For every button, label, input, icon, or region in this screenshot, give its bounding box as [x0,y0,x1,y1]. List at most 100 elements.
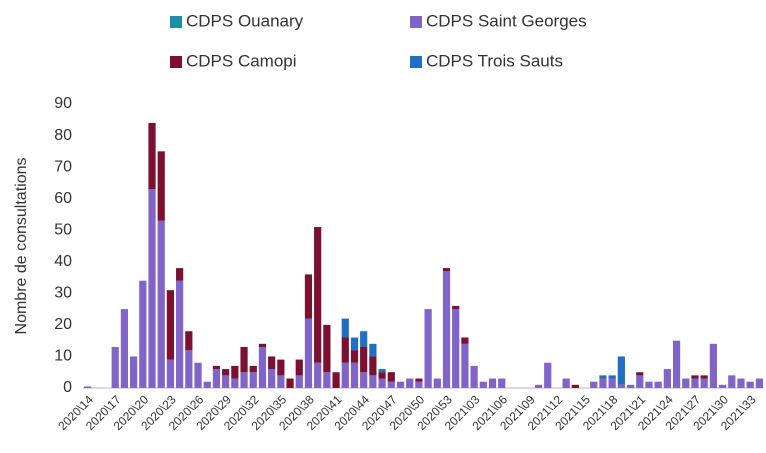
bar-segment [424,309,432,388]
bar-segment [452,305,460,310]
y-tick-label: 10 [54,348,72,365]
bar-segment [268,369,276,388]
bar-segment [194,362,202,388]
bar-segment [360,331,368,347]
bar-segment [387,372,395,382]
bar-segment [277,359,285,376]
bar-segment [636,375,644,388]
bar-segment [111,346,119,388]
bar-segment [645,381,653,388]
bar-segment [295,375,303,388]
bar-segment [746,381,754,388]
bar-segment [350,337,359,351]
bar-segment [479,381,487,388]
bar-segment [709,343,717,388]
bar-segment [452,309,460,388]
bar-segment [222,369,230,376]
y-tick-label: 60 [54,190,72,207]
y-tick-label: 70 [54,158,72,175]
legend-label: CDPS Ouanary [186,11,304,30]
bar-segment [599,378,607,388]
bar-segment [157,220,165,388]
bar-segment [617,384,625,388]
y-tick-label: 30 [54,285,72,302]
bar-segment [350,362,359,388]
bar-segment [332,372,340,388]
y-tick-label: 80 [54,127,72,144]
bar-segment [415,381,423,388]
bar-segment [258,343,267,347]
legend-label: CDPS Camopi [186,51,297,70]
bar-segment [700,378,708,388]
bar-segment [755,378,763,388]
bar-segment [626,384,635,388]
bar-segment [737,378,745,388]
y-tick-label: 20 [54,316,72,333]
bar-segment [608,378,616,388]
bar-segment [185,331,193,351]
bar-segment [249,365,257,373]
bar-segment [130,356,138,388]
bar-segment [314,362,322,388]
legend-swatch [410,16,422,28]
bar-segment [166,359,175,388]
bar-segment [571,384,579,388]
legend-swatch [170,56,182,68]
bar-segment [139,280,147,388]
bar-segment [249,372,257,388]
y-tick-label: 90 [54,95,72,112]
bar-segment [470,365,478,388]
bar-segment [369,356,377,376]
bar-segment [341,337,349,363]
bar-segment [286,378,294,388]
bar-segment [231,378,239,388]
bar-segment [691,378,699,388]
bar-segment [176,268,184,281]
bar-segment [240,372,248,388]
bar-segment [369,343,377,357]
bar-segment [212,369,221,388]
bar-segment [691,375,699,379]
bar-segment [663,369,671,388]
bar-segment [157,151,165,221]
bar-segment [360,372,368,388]
bar-segment [323,372,331,388]
bar-segment [461,343,469,388]
bar-segment [120,309,129,388]
bar-segment [415,378,423,382]
legend-swatch [170,16,182,28]
bar-segment [166,290,175,360]
bar-segment [682,378,690,388]
bar-segment [185,350,193,388]
bar-segment [84,386,92,388]
bar-segment [442,271,451,388]
legend-label: CDPS Saint Georges [426,11,587,30]
bar-segment [148,122,156,190]
bar-segment [212,365,221,370]
bar-segment [277,375,285,388]
bar-segment [544,362,552,388]
bar-segment [406,378,414,388]
bar-segment [672,340,681,388]
bar-segment [341,362,349,388]
bar-segment [350,350,359,363]
y-axis-label: Nombre de consultations [13,158,30,335]
bar-segment [341,318,349,338]
bar-segment [148,189,156,388]
bar-segment [608,375,616,379]
bar-segment [231,365,239,379]
bar-segment [442,268,451,272]
y-tick-label: 40 [54,253,72,270]
bar-segment [360,346,368,373]
bar-segment [258,346,267,388]
bar-segment [534,384,543,388]
bar-segment [590,381,598,388]
bar-segment [378,372,386,379]
bar-segment [378,378,386,388]
bar-segment [304,318,313,388]
bar-segment [240,346,248,373]
bar-segment [461,337,469,344]
bar-segment [488,378,497,388]
bar-segment [728,375,736,388]
bar-segment [654,381,662,388]
